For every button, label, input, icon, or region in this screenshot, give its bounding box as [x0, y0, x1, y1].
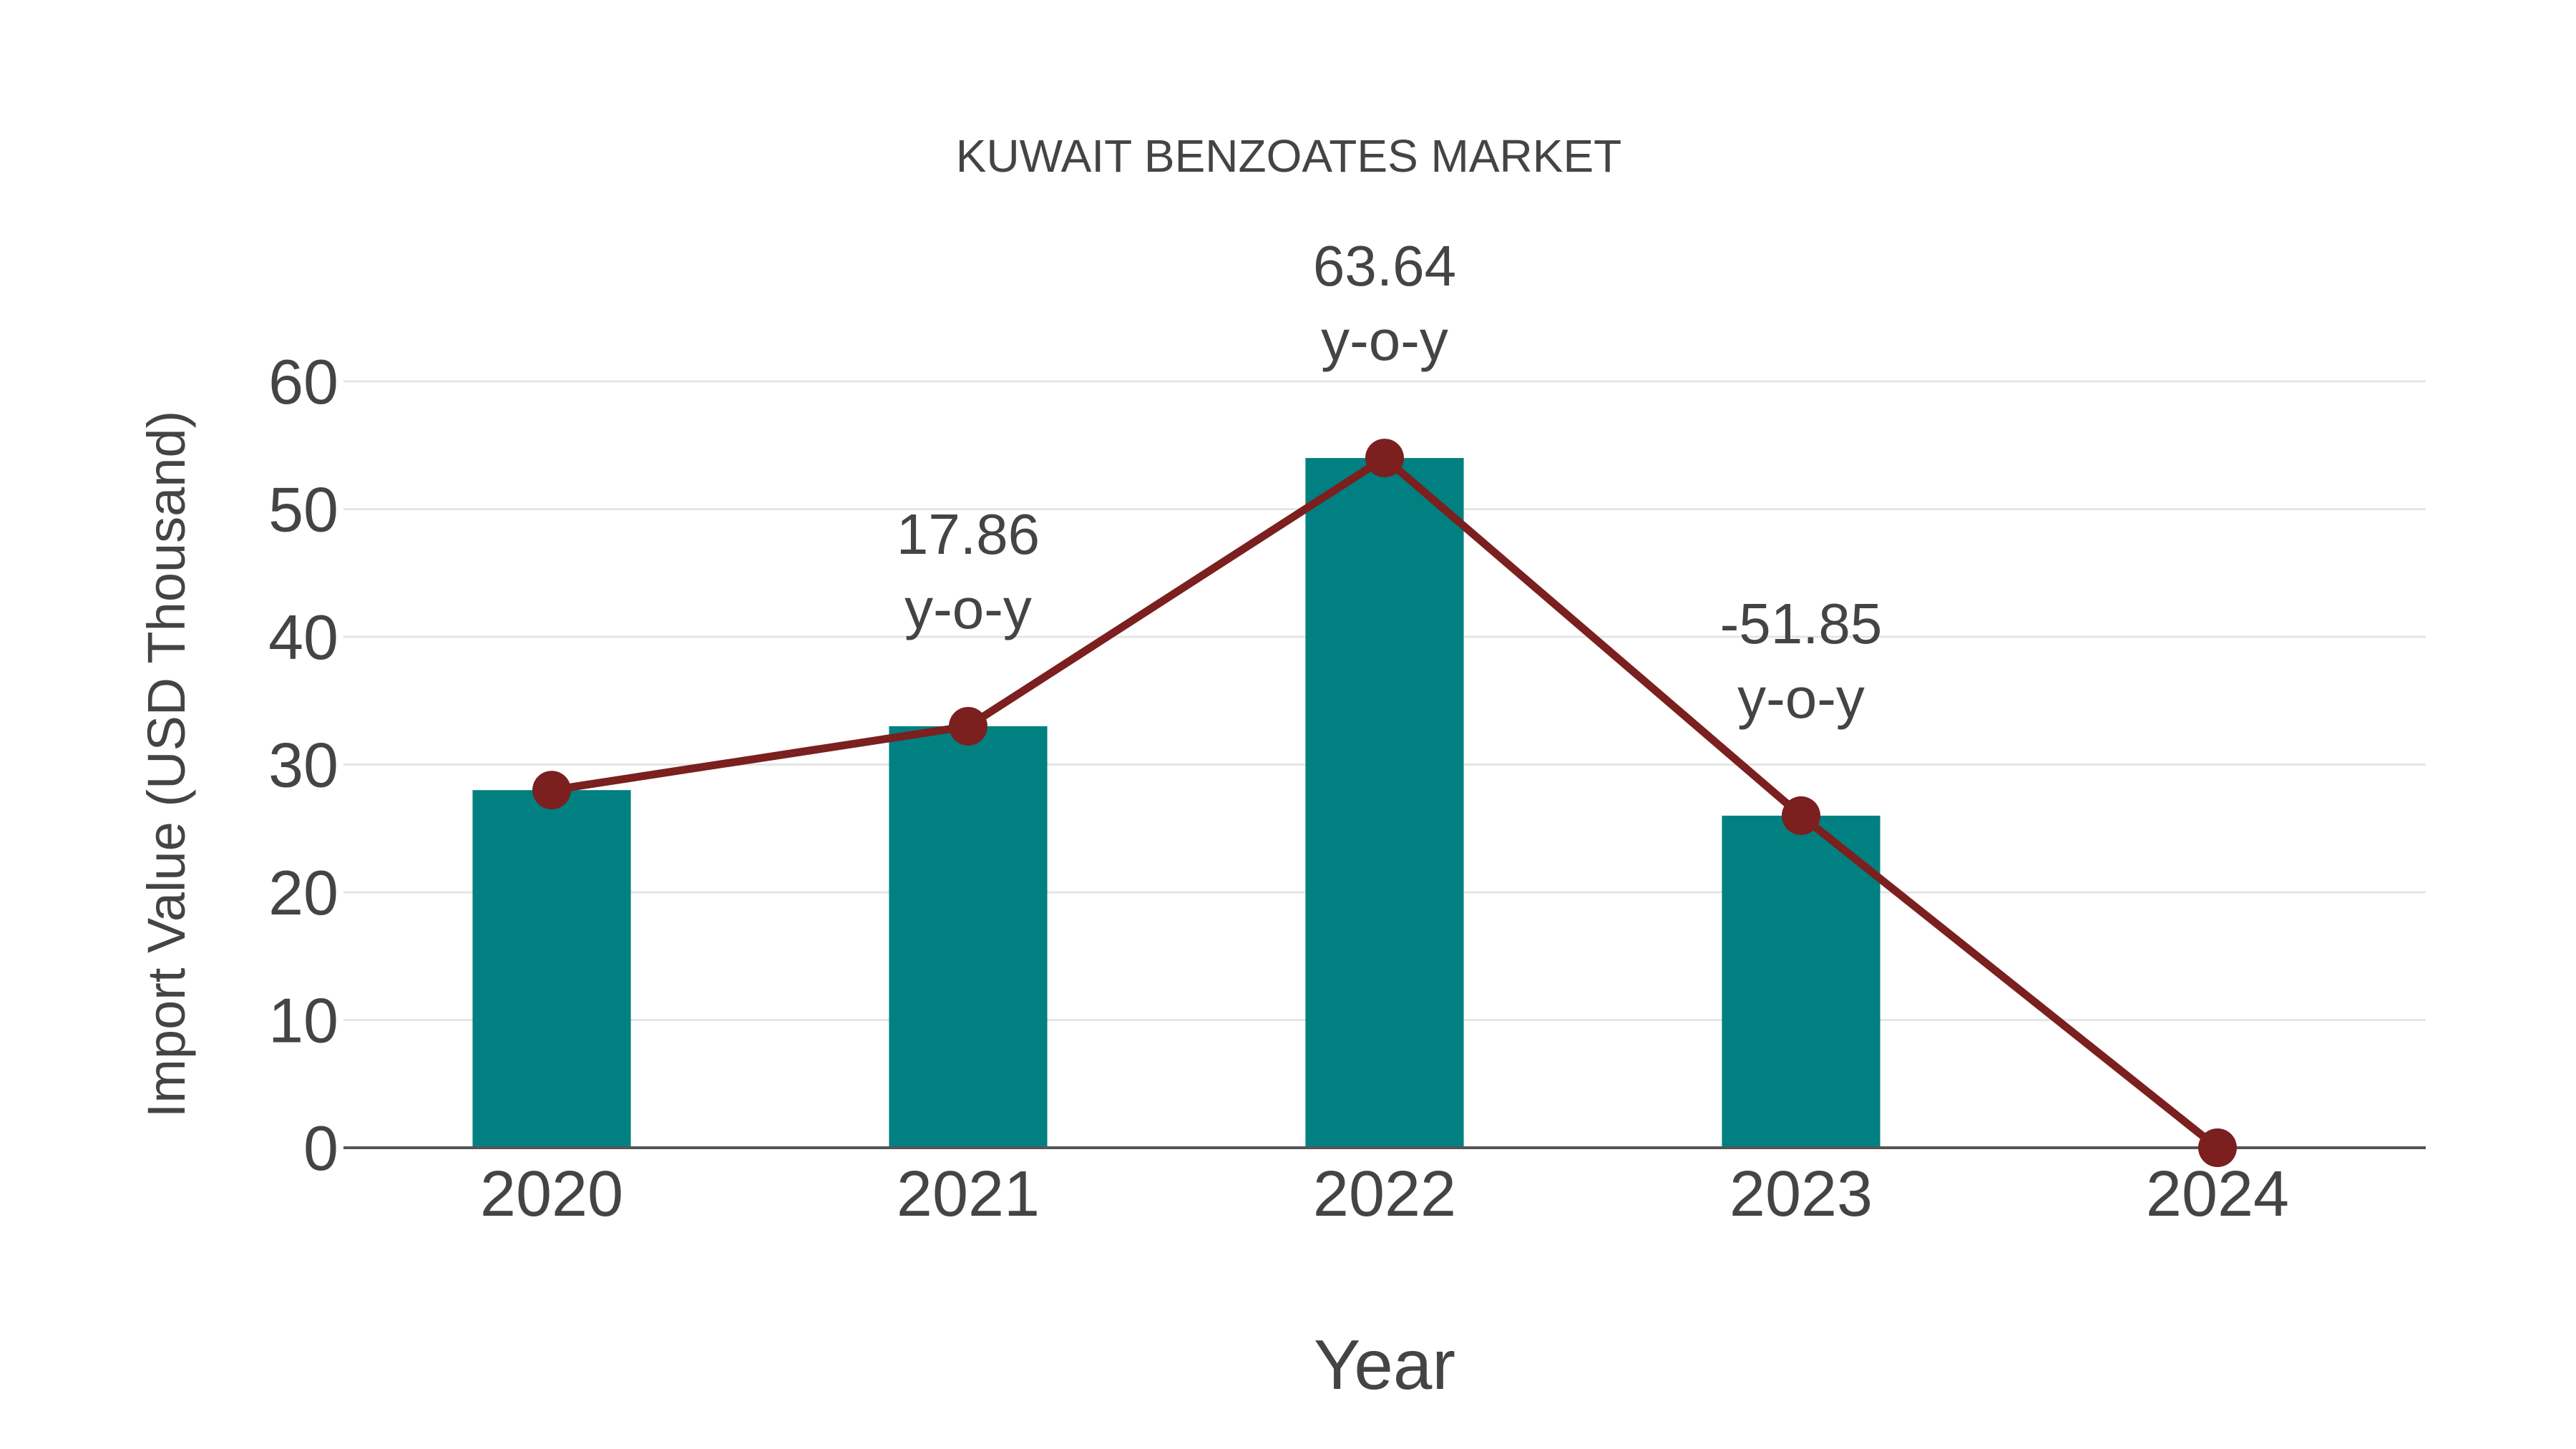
y-tick-label: 0 — [303, 1113, 338, 1184]
marker-2024 — [2198, 1128, 2237, 1167]
y-axis-title: Import Value (USD Thousand) — [137, 411, 196, 1118]
line-series — [532, 439, 2237, 1167]
y-tick-label: 30 — [268, 730, 338, 801]
annotation-value: 63.64 — [1313, 234, 1456, 298]
x-tick-label: 2023 — [1729, 1158, 1873, 1230]
annotation-suffix: y-o-y — [1737, 666, 1865, 730]
annotation-suffix: y-o-y — [1321, 308, 1448, 372]
y-tick-label: 60 — [268, 346, 338, 417]
x-axis-title: Year — [1314, 1325, 1455, 1404]
bar-2020 — [472, 790, 631, 1148]
x-tick-label: 2020 — [480, 1158, 623, 1230]
annotation-suffix: y-o-y — [904, 577, 1032, 640]
x-axis-ticks: 2020 2021 2022 2023 2024 — [480, 1158, 2289, 1230]
marker-2020 — [532, 771, 571, 810]
y-tick-label: 10 — [268, 985, 338, 1056]
y-tick-label: 50 — [268, 474, 338, 545]
y-tick-label: 20 — [268, 857, 338, 928]
marker-2021 — [949, 706, 987, 746]
bar-2023 — [1722, 815, 1880, 1148]
annotation-value: -51.85 — [1720, 592, 1883, 655]
x-tick-label: 2021 — [897, 1158, 1040, 1230]
marker-2022 — [1365, 439, 1404, 478]
y-axis-ticks: 0 10 20 30 40 50 60 — [268, 346, 338, 1184]
annotation-value: 17.86 — [897, 502, 1040, 566]
bar-2022 — [1305, 458, 1464, 1148]
chart-title: KUWAIT BENZOATES MARKET — [956, 130, 1621, 182]
yoy-annotations: 17.86 y-o-y 63.64 y-o-y -51.85 y-o-y — [897, 234, 1883, 730]
bar-series — [472, 458, 1880, 1148]
x-tick-label: 2022 — [1313, 1158, 1456, 1230]
x-tick-label: 2024 — [2146, 1158, 2289, 1230]
y-tick-label: 40 — [268, 602, 338, 673]
marker-2023 — [1782, 796, 1820, 835]
bar-2021 — [889, 726, 1048, 1148]
